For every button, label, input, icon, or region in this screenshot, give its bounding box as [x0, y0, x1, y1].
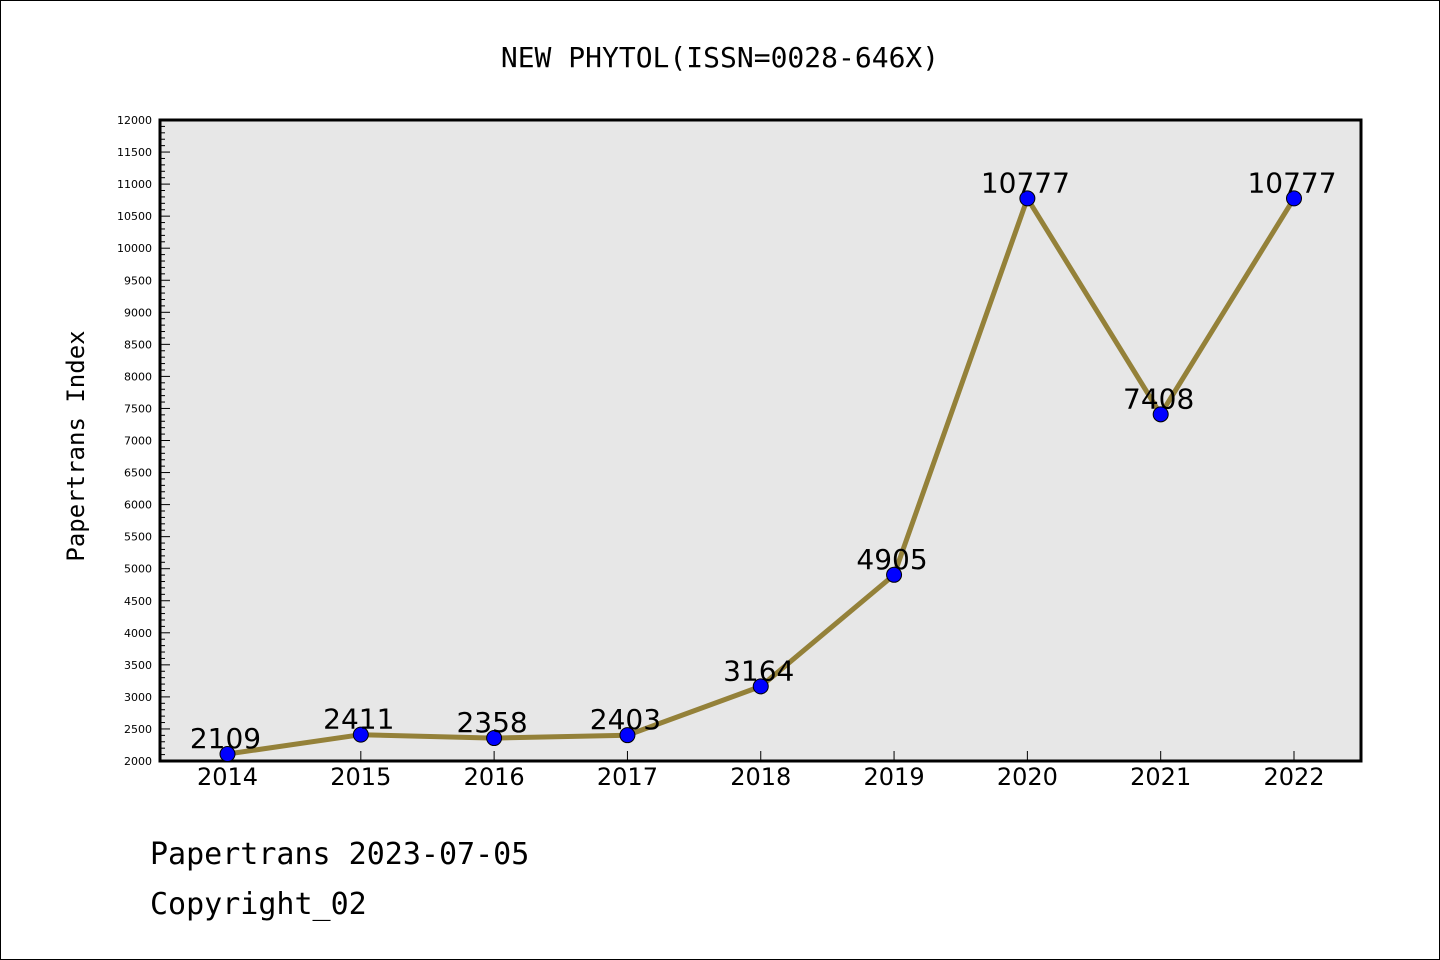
data-label: 4905 — [856, 543, 927, 576]
y-tick-label: 11000 — [117, 178, 152, 191]
data-point-marker — [1152, 406, 1169, 423]
data-point-marker — [619, 727, 636, 744]
y-tick-label: 7000 — [124, 435, 152, 448]
y-axis: 2000 2500 3000 3500 4000 4500 5000 5500 6000 6500… — [117, 114, 170, 768]
data-label: 10777 — [981, 166, 1070, 199]
x-tick-label: 2016 — [464, 763, 525, 791]
y-tick-label: 2000 — [124, 755, 152, 768]
data-point-marker — [219, 746, 236, 763]
y-tick-label: 4500 — [124, 595, 152, 608]
y-tick-label: 4000 — [124, 627, 152, 640]
y-tick-label: 5500 — [124, 531, 152, 544]
data-point-marker — [352, 726, 369, 743]
x-tick-label: 2021 — [1130, 763, 1191, 791]
x-tick-label: 2019 — [864, 763, 925, 791]
x-tick-label: 2020 — [997, 763, 1058, 791]
x-tick-label: 2014 — [197, 763, 258, 791]
y-tick-label: 9500 — [124, 274, 152, 287]
y-tick-label: 3000 — [124, 691, 152, 704]
data-point-marker — [886, 566, 903, 583]
y-tick-label: 7500 — [124, 402, 152, 415]
series-layer — [219, 190, 1302, 763]
y-tick-label: 8000 — [124, 370, 152, 383]
y-tick-label: 11500 — [117, 146, 152, 159]
plot-area — [158, 118, 1363, 763]
data-point-marker — [486, 730, 503, 747]
footer-date-text: Papertrans 2023-07-05 — [150, 837, 529, 872]
y-tick-label: 3500 — [124, 659, 152, 672]
y-tick-label: 6000 — [124, 499, 152, 512]
x-tick-label: 2017 — [597, 763, 658, 791]
x-axis: 2014 2015 2016 2017 2018 2019 2020 2021 2022 — [197, 751, 1325, 791]
data-point-marker — [1019, 190, 1036, 207]
y-tick-label: 12000 — [117, 114, 152, 127]
data-label: 7408 — [1123, 382, 1194, 415]
data-label: 3164 — [723, 654, 794, 687]
data-label: 2109 — [190, 722, 261, 755]
x-tick-label: 2015 — [330, 763, 391, 791]
y-axis-label: Papertrans Index — [62, 330, 90, 561]
data-label-layer: 2109 2411 2358 2403 3164 4905 10777 7408 10777 — [190, 166, 1337, 755]
footer-copyright-text: Copyright_02 — [150, 887, 367, 922]
y-tick-label: 10000 — [117, 242, 152, 255]
y-tick-label: 6500 — [124, 467, 152, 480]
y-tick-label: 9000 — [124, 306, 152, 319]
data-label: 2358 — [456, 706, 527, 739]
y-tick-label: 10500 — [117, 210, 152, 223]
data-label: 2411 — [323, 703, 394, 736]
y-tick-label: 8500 — [124, 338, 152, 351]
data-label: 10777 — [1247, 166, 1336, 199]
data-point-marker — [1286, 190, 1302, 207]
data-point-marker — [752, 678, 769, 695]
data-label: 2403 — [590, 703, 661, 736]
chart-title: NEW PHYTOL(ISSN=0028-646X) — [501, 41, 939, 74]
y-tick-label: 2500 — [124, 723, 152, 736]
x-tick-label: 2022 — [1263, 763, 1324, 791]
y-tick-label: 5000 — [124, 563, 152, 576]
x-tick-label: 2018 — [730, 763, 791, 791]
